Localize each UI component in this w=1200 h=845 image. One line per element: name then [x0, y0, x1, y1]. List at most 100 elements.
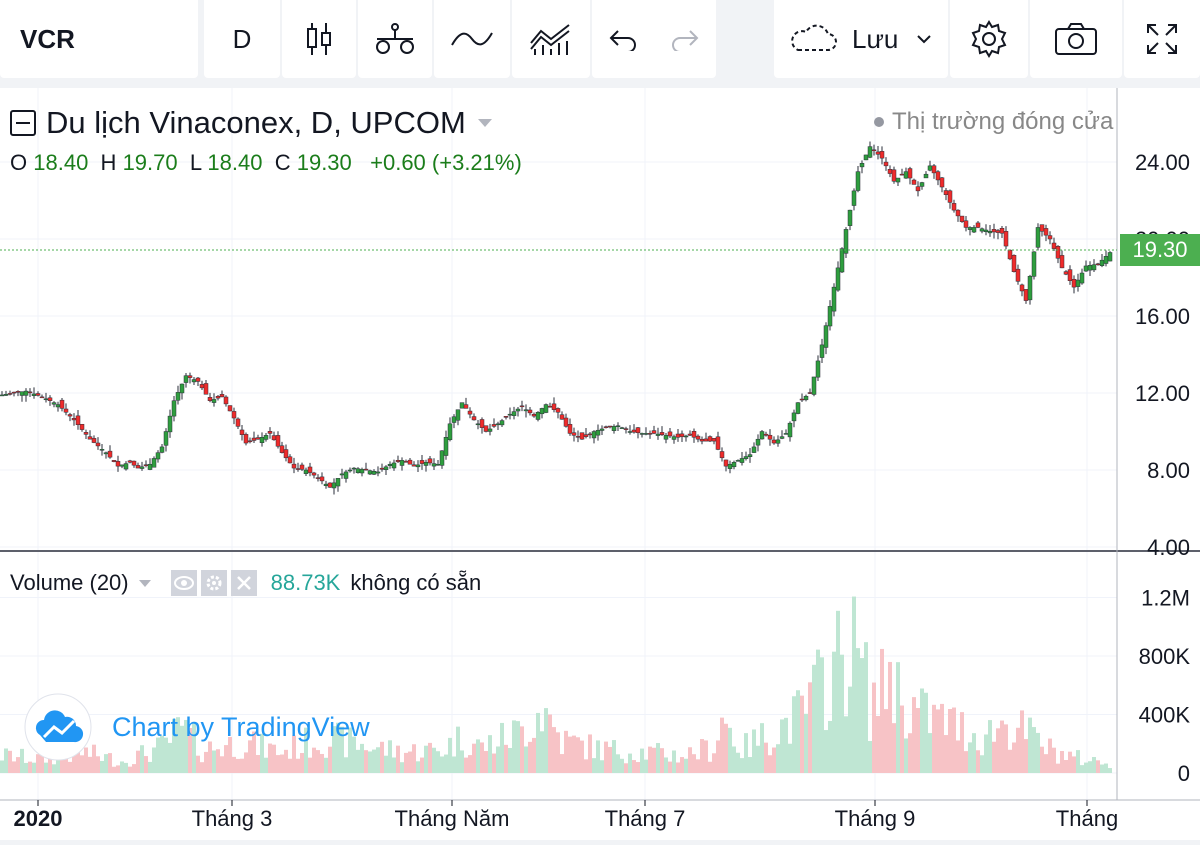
- candle-body: [951, 203, 957, 211]
- candle-body: [615, 425, 621, 427]
- volume-bar: [1088, 761, 1092, 773]
- candle-body: [767, 434, 773, 440]
- indicator-icon: [451, 32, 493, 46]
- volume-value: 88.73K: [270, 570, 341, 595]
- candle-body: [243, 434, 249, 444]
- close-icon[interactable]: [230, 570, 257, 596]
- volume-bar: [1084, 762, 1088, 773]
- symbol-label: VCR: [20, 23, 75, 54]
- volume-bar: [720, 717, 724, 773]
- caret-down-icon[interactable]: [137, 578, 153, 588]
- candle-body: [51, 402, 57, 405]
- candle-body: [63, 408, 69, 413]
- volume-bar: [468, 755, 472, 773]
- candle-body: [19, 391, 25, 396]
- tradingview-logo-icon: [24, 693, 92, 761]
- close-label: C: [274, 150, 291, 175]
- chevron-down-icon[interactable]: [916, 34, 932, 44]
- candle-body: [203, 383, 209, 395]
- candle-body: [443, 437, 449, 456]
- symbol-search-button[interactable]: VCR: [0, 0, 198, 78]
- volume-bar: [508, 747, 512, 773]
- candle-body: [783, 433, 789, 435]
- candle-body: [759, 431, 765, 440]
- volume-bar: [88, 756, 92, 773]
- volume-bar: [400, 762, 404, 773]
- undo-icon[interactable]: [608, 27, 638, 51]
- collapse-icon[interactable]: [10, 110, 36, 136]
- candle-body: [939, 177, 945, 188]
- candle-body: [631, 429, 637, 433]
- volume-bar: [168, 742, 172, 773]
- time-tick-label: Tháng: [1056, 806, 1118, 831]
- candle-body: [87, 436, 93, 440]
- volume-bar: [540, 731, 544, 773]
- candle-body: [1067, 269, 1073, 281]
- compare-button[interactable]: [358, 0, 432, 78]
- volume-bar: [808, 682, 812, 773]
- candle-body: [467, 410, 473, 415]
- volume-bar: [96, 756, 100, 773]
- volume-bar: [1092, 757, 1096, 773]
- volume-bar: [524, 746, 528, 773]
- volume-bar: [120, 761, 124, 773]
- eye-icon[interactable]: [170, 570, 197, 596]
- candle-body: [399, 460, 405, 466]
- snapshot-button[interactable]: [1030, 0, 1122, 78]
- candle-body: [179, 383, 185, 394]
- save-button[interactable]: Lưu: [774, 0, 948, 78]
- volume-bar: [36, 754, 40, 773]
- candle-body: [699, 439, 705, 442]
- volume-bar: [728, 727, 732, 773]
- candle-body: [651, 430, 657, 434]
- volume-bar: [764, 742, 768, 773]
- candle-body: [895, 177, 901, 183]
- volume-bar: [724, 723, 728, 773]
- price-tick-label: 12.00: [1135, 381, 1190, 406]
- volume-bar: [532, 737, 536, 773]
- volume-bar: [408, 751, 412, 773]
- candle-body: [935, 171, 941, 181]
- volume-bar: [684, 758, 688, 773]
- redo-icon[interactable]: [670, 27, 700, 51]
- caret-down-icon[interactable]: [476, 117, 494, 129]
- tradingview-watermark[interactable]: Chart by TradingView: [24, 693, 370, 761]
- candle-body: [1107, 252, 1113, 262]
- volume-tick-label: 1.2M: [1141, 586, 1190, 611]
- time-tick-label: Tháng 7: [605, 806, 686, 831]
- volume-bar: [692, 754, 696, 773]
- volume-bar: [644, 759, 648, 773]
- indicators-button[interactable]: [434, 0, 510, 78]
- candle-body: [1051, 242, 1057, 249]
- candle-body: [319, 476, 325, 482]
- chart-type-button[interactable]: [282, 0, 356, 78]
- gear-icon: [971, 20, 1007, 58]
- templates-button[interactable]: [512, 0, 590, 78]
- candle-body: [543, 404, 549, 413]
- volume-bar: [200, 762, 204, 773]
- settings-button[interactable]: [950, 0, 1028, 78]
- candle-body: [851, 190, 857, 206]
- volume-bar: [48, 754, 52, 773]
- candle-body: [679, 433, 685, 437]
- volume-bar: [956, 740, 960, 773]
- candle-body: [603, 426, 609, 428]
- gear-icon[interactable]: [200, 570, 227, 596]
- candle-body: [439, 450, 445, 466]
- candle-body: [943, 190, 949, 195]
- volume-bar: [1036, 732, 1040, 773]
- candle-body: [587, 433, 593, 436]
- interval-button[interactable]: D: [204, 0, 280, 78]
- candle-body: [659, 432, 665, 435]
- volume-bar: [1028, 717, 1032, 773]
- candle-body: [807, 392, 813, 394]
- candle-body: [1019, 284, 1025, 292]
- candle-body: [611, 426, 617, 431]
- volume-bar: [444, 754, 448, 773]
- candle-body: [979, 228, 985, 232]
- fullscreen-button[interactable]: [1124, 0, 1200, 78]
- candle-body: [627, 431, 633, 433]
- candle-body: [687, 433, 693, 436]
